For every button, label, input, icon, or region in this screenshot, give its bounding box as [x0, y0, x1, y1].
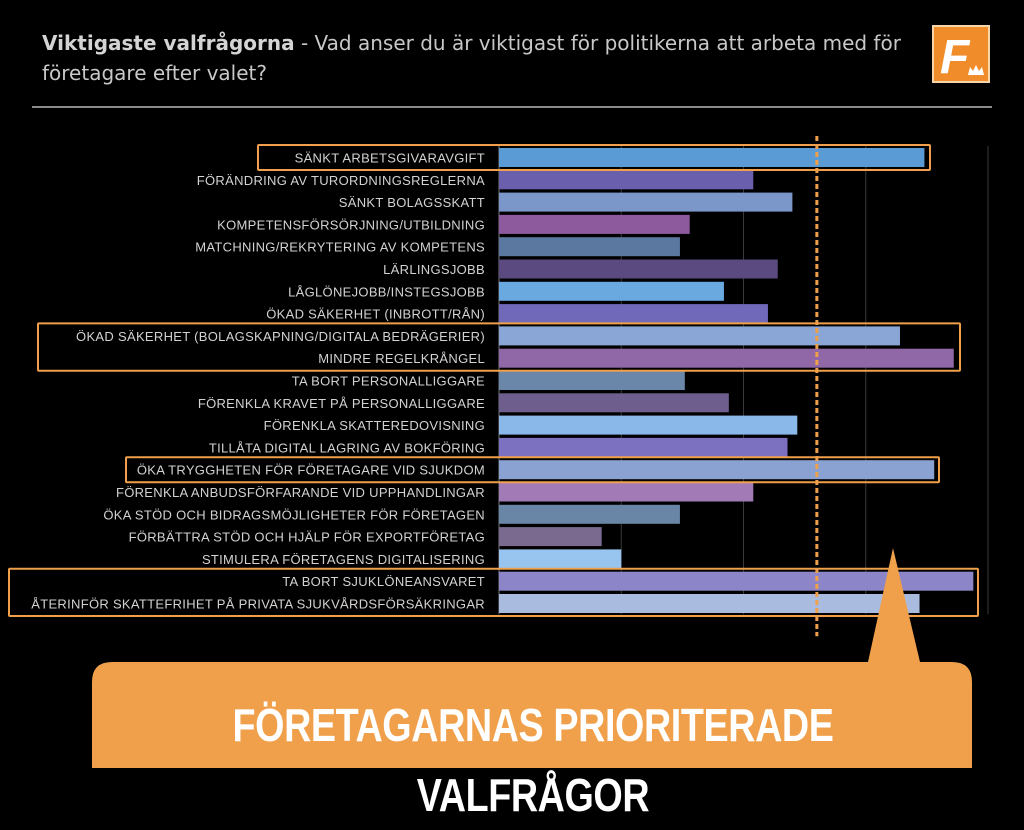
- category-label: ÖKA TRYGGHETEN FÖR FÖRETAGARE VID SJUKDO…: [137, 463, 485, 478]
- bar: [499, 504, 680, 524]
- category-label: ÖKAD SÄKERHET (BOLAGSKAPNING/DIGITALA BE…: [76, 329, 485, 344]
- chart-title-bold: Viktigaste valfrågorna: [42, 31, 295, 55]
- category-label: STIMULERA FÖRETAGENS DIGITALISERING: [202, 552, 485, 567]
- bar: [499, 415, 798, 435]
- chart-highlight-boxes: [8, 144, 979, 618]
- category-label: ÖKA STÖD OCH BIDRAGSMÖJLIGHETER FÖR FÖRE…: [103, 507, 485, 522]
- bar: [499, 237, 680, 257]
- category-label: FÖRENKLA ANBUDSFÖRFARANDE VID UPPHANDLIN…: [116, 485, 485, 500]
- bar: [499, 527, 602, 547]
- bar: [499, 281, 724, 301]
- brand-logo: F: [932, 25, 990, 84]
- bar: [499, 326, 900, 346]
- category-label: SÄNKT ARBETSGIVARAVGIFT: [295, 151, 485, 166]
- bar: [499, 393, 729, 413]
- bar: [499, 437, 788, 457]
- category-label: SÄNKT BOLAGSSKATT: [339, 195, 485, 210]
- highlight-box: [257, 144, 931, 171]
- category-label: FÖRENKLA SKATTEREDOVISNING: [264, 418, 485, 433]
- crown-icon: [968, 65, 984, 75]
- header-divider: [32, 106, 992, 108]
- highlight-box: [37, 322, 961, 372]
- category-label: ÅTERINFÖR SKATTEFRIHET PÅ PRIVATA SJUKVÅ…: [31, 597, 485, 612]
- highlight-box: [125, 456, 940, 484]
- bar: [499, 371, 685, 390]
- logo-graphic: F: [940, 31, 984, 84]
- category-label: MINDRE REGELKRÅNGEL: [318, 351, 485, 366]
- chart-title: Viktigaste valfrågorna - Vad anser du är…: [42, 28, 922, 88]
- category-label: TA BORT SJUKLÖNEANSVARET: [282, 574, 485, 589]
- category-label: TILLÅTA DIGITAL LAGRING AV BOKFÖRING: [209, 440, 485, 455]
- category-label: MATCHNING/REKRYTERING AV KOMPETENS: [195, 240, 485, 255]
- chart-title-question: - Vad anser du är viktigast för politike…: [42, 31, 901, 85]
- category-label: TA BORT PERSONALLIGGARE: [292, 374, 485, 389]
- bar: [499, 348, 954, 368]
- category-label: FÖRÄNDRING AV TURORDNINGSREGLERNA: [197, 173, 485, 188]
- category-label: LÄRLINGSJOBB: [383, 262, 485, 277]
- category-label: LÅGLÖNEJOBB/INSTEGSJOBB: [288, 284, 485, 299]
- bar: [499, 460, 935, 480]
- bar: [499, 148, 925, 167]
- bar: [499, 304, 768, 324]
- category-label: KOMPETENSFÖRSÖRJNING/UTBILDNING: [217, 217, 485, 232]
- chart-category-labels: SÄNKT ARBETSGIVARAVGIFT FÖRÄNDRING AV TUR…: [31, 151, 485, 612]
- logo-letter: F: [940, 31, 971, 81]
- chart-bars: [499, 148, 974, 613]
- bar: [499, 259, 778, 279]
- category-label: FÖRENKLA KRAVET PÅ PERSONALLIGGARE: [198, 396, 485, 411]
- bar-chart: SÄNKT ARBETSGIVARAVGIFT FÖRÄNDRING AV TUR…: [8, 136, 989, 637]
- bar: [499, 549, 622, 569]
- category-label: FÖRBÄTTRA STÖD OCH HJÄLP FÖR EXPORTFÖRET…: [129, 530, 485, 545]
- category-label: ÖKAD SÄKERHET (INBROTT/RÅN): [266, 307, 485, 322]
- bar: [499, 170, 754, 190]
- bar: [499, 571, 974, 591]
- bar: [499, 214, 690, 234]
- bar: [499, 192, 793, 212]
- bar: [499, 594, 920, 613]
- bar: [499, 482, 754, 502]
